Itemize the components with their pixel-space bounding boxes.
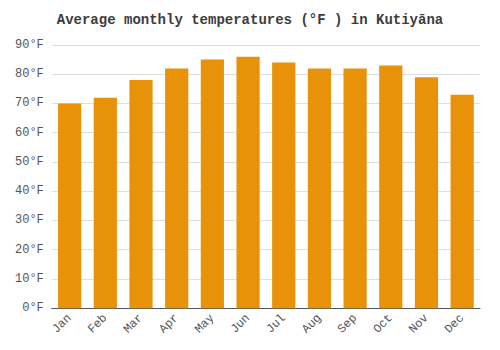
svg-text:50°F: 50°F bbox=[15, 155, 44, 169]
svg-text:90°F: 90°F bbox=[15, 38, 44, 52]
svg-text:Aug: Aug bbox=[299, 311, 324, 336]
svg-text:60°F: 60°F bbox=[15, 126, 44, 140]
svg-text:May: May bbox=[192, 311, 217, 336]
svg-text:40°F: 40°F bbox=[15, 184, 44, 198]
svg-text:20°F: 20°F bbox=[15, 243, 44, 257]
svg-text:Mar: Mar bbox=[121, 311, 146, 336]
svg-text:80°F: 80°F bbox=[15, 67, 44, 81]
svg-text:Jun: Jun bbox=[228, 311, 253, 336]
svg-text:Sep: Sep bbox=[335, 311, 360, 336]
svg-text:Nov: Nov bbox=[406, 311, 431, 336]
svg-text:Oct: Oct bbox=[371, 311, 396, 336]
svg-text:Feb: Feb bbox=[85, 311, 110, 336]
svg-text:Jan: Jan bbox=[49, 311, 74, 336]
svg-text:0°F: 0°F bbox=[22, 301, 44, 315]
svg-text:70°F: 70°F bbox=[15, 96, 44, 110]
svg-text:Average monthly temperatures (: Average monthly temperatures (°F ) in Ku… bbox=[57, 12, 444, 28]
svg-text:Jul: Jul bbox=[264, 311, 289, 336]
svg-text:Dec: Dec bbox=[442, 311, 467, 336]
svg-text:30°F: 30°F bbox=[15, 213, 44, 227]
svg-text:Apr: Apr bbox=[156, 311, 181, 336]
svg-text:10°F: 10°F bbox=[15, 272, 44, 286]
